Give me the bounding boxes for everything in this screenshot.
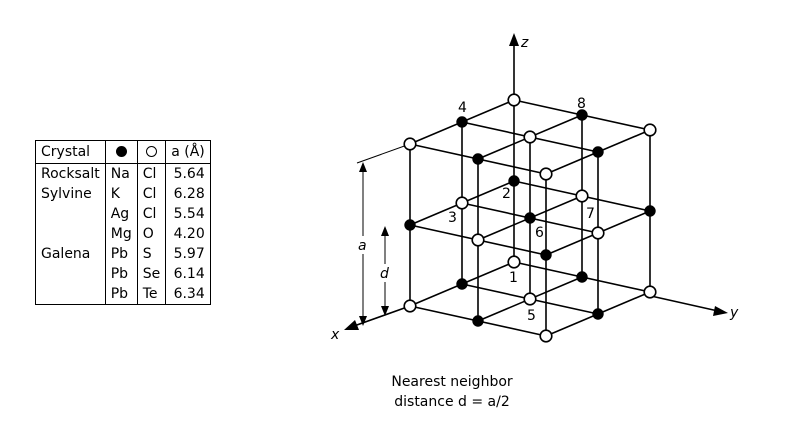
open-ion-atom bbox=[523, 292, 537, 306]
header-filled-circle bbox=[104, 140, 138, 164]
site-label-5: 5 bbox=[527, 308, 536, 324]
cell-lattice-constant: 5.97 bbox=[165, 244, 211, 264]
open-ion-atom bbox=[643, 285, 657, 299]
header-lattice-constant: a (Å) bbox=[165, 140, 211, 164]
z-axis-label: z bbox=[520, 35, 529, 51]
a-label-mask bbox=[356, 236, 370, 254]
cell-lattice-constant: 4.20 bbox=[165, 224, 211, 244]
cell-lattice-constant: 6.34 bbox=[165, 284, 211, 305]
open-ion-atom bbox=[403, 299, 417, 313]
cell-filled-ion: Ag bbox=[104, 204, 138, 224]
crystal-data-table: Crystal a (Å) Rocksalt Na Cl 5.64 Sylvin… bbox=[35, 140, 211, 305]
table-row: Rocksalt Na Cl 5.64 bbox=[35, 163, 211, 184]
a-extension-bottom bbox=[356, 305, 411, 326]
open-ion-atom bbox=[539, 329, 553, 343]
table-row: Pb Te 6.34 bbox=[35, 284, 211, 305]
open-ion-atom bbox=[471, 233, 485, 247]
dimension-markers: a d bbox=[356, 143, 411, 326]
site-label-2: 2 bbox=[502, 186, 511, 202]
open-circle-icon bbox=[145, 146, 157, 157]
cell-filled-ion: Pb bbox=[104, 264, 138, 284]
cell-filled-ion: Pb bbox=[104, 244, 138, 264]
table-header-row: Crystal a (Å) bbox=[35, 140, 211, 164]
open-ion-atom bbox=[591, 226, 605, 240]
caption-line-1: Nearest neighbor bbox=[391, 374, 513, 390]
filled-ion-atom bbox=[508, 175, 520, 187]
cell-lattice-constant: 6.28 bbox=[165, 184, 211, 204]
cell-open-ion: Se bbox=[136, 264, 167, 284]
diagram-caption: Nearest neighbor distance d = a/2 bbox=[352, 372, 552, 412]
table-row: Ag Cl 5.54 bbox=[35, 204, 211, 224]
cell-crystal: Galena bbox=[35, 244, 106, 264]
filled-ion-atom bbox=[592, 308, 604, 320]
d-arrow-top bbox=[381, 226, 389, 236]
filled-ion-atom bbox=[472, 315, 484, 327]
table-row: Mg O 4.20 bbox=[35, 224, 211, 244]
cell-filled-ion: K bbox=[104, 184, 138, 204]
d-label-mask bbox=[378, 264, 392, 282]
filled-ion-atom bbox=[576, 109, 588, 121]
filled-ion-atom bbox=[456, 116, 468, 128]
filled-ion-atom bbox=[404, 219, 416, 231]
y-axis-label: y bbox=[729, 305, 739, 321]
table-row: Sylvine K Cl 6.28 bbox=[35, 184, 211, 204]
open-ion-atom bbox=[575, 189, 589, 203]
open-ion-atom bbox=[539, 167, 553, 181]
open-ion-atom bbox=[403, 137, 417, 151]
a-extension-top bbox=[356, 143, 411, 164]
d-arrow-bottom bbox=[381, 306, 389, 316]
filled-ion-atom bbox=[540, 249, 552, 261]
site-label-4: 4 bbox=[458, 100, 467, 116]
cell-lattice-constant: 5.64 bbox=[165, 163, 211, 184]
open-ion-atom bbox=[507, 93, 521, 107]
x-axis-label: x bbox=[330, 327, 340, 343]
a-dimension-label: a bbox=[358, 238, 367, 254]
filled-ion-atom bbox=[524, 212, 536, 224]
cell-filled-ion: Na bbox=[104, 163, 138, 184]
filled-ion-atom bbox=[472, 153, 484, 165]
a-arrow-top bbox=[359, 162, 367, 172]
filled-ion-atom bbox=[592, 146, 604, 158]
cell-filled-ion: Mg bbox=[104, 224, 138, 244]
cell-filled-ion: Pb bbox=[104, 284, 138, 305]
z-axis-arrowhead bbox=[509, 33, 519, 46]
open-ion-atom bbox=[455, 196, 469, 210]
open-ion-atom bbox=[507, 255, 521, 269]
header-crystal: Crystal bbox=[35, 140, 106, 164]
cell-lattice-constant: 6.14 bbox=[165, 264, 211, 284]
caption-line-2: distance d = a/2 bbox=[394, 394, 510, 410]
site-label-6: 6 bbox=[535, 225, 544, 241]
filled-ion-atom bbox=[456, 278, 468, 290]
site-label-7: 7 bbox=[586, 206, 595, 222]
x-axis-arrowhead bbox=[344, 320, 359, 330]
site-label-3: 3 bbox=[448, 210, 457, 226]
y-axis-line bbox=[650, 295, 719, 312]
site-label-1: 1 bbox=[509, 270, 518, 286]
cell-open-ion: Cl bbox=[136, 204, 167, 224]
lattice-atoms bbox=[403, 93, 657, 343]
open-ion-atom bbox=[643, 123, 657, 137]
table-row: Galena Pb S 5.97 bbox=[35, 244, 211, 264]
cell-lattice-constant: 5.54 bbox=[165, 204, 211, 224]
y-axis-arrowhead bbox=[713, 306, 728, 316]
d-dimension-label: d bbox=[380, 266, 389, 282]
cell-open-ion: Cl bbox=[136, 163, 167, 184]
a-arrow-bottom bbox=[359, 316, 367, 326]
filled-ion-atom bbox=[644, 205, 656, 217]
filled-ion-atom bbox=[576, 271, 588, 283]
open-ion-atom bbox=[523, 130, 537, 144]
site-number-labels: 4 8 2 3 6 7 1 5 bbox=[448, 96, 595, 324]
filled-circle-icon bbox=[115, 146, 127, 157]
table-row: Pb Se 6.14 bbox=[35, 264, 211, 284]
site-label-8: 8 bbox=[577, 96, 586, 112]
